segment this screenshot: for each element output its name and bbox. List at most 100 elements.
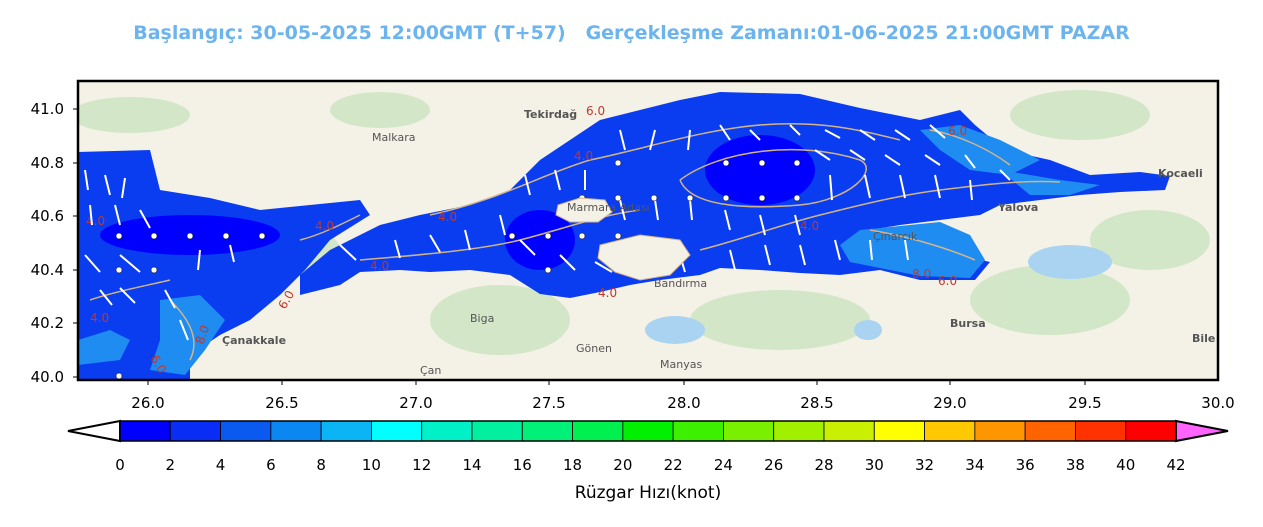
map-frame [76,79,1220,382]
colorbar-tick-label: 24 [714,456,733,474]
colorbar: 0 2 4 6 8 10 12 14 16 18 20 22 24 26 28 30 32 34 36 38 40 42 … [67,419,1229,503]
y-tick-label: 40.4 [31,261,64,279]
y-tick-label: 40.0 [31,368,64,386]
colorbar-tick-label: 42 [1166,456,1185,474]
colorbar-tick-label: 14 [462,456,481,474]
colorbar-tick-label: 30 [865,456,884,474]
colorbar-tick-label: 36 [1016,456,1035,474]
colorbar-tick-label: 32 [915,456,934,474]
place-label: Yalova [997,201,1038,214]
place-label: Bandırma [654,277,707,290]
contour-label: 4.0 [90,311,109,325]
x-tick-label: 29.5 [1068,394,1101,412]
place-label: Gönen [576,342,612,355]
x-tick-label: 26.5 [265,394,298,412]
colorbar-tick-label: 18 [563,456,582,474]
colorbar-over-triangle [1175,419,1229,443]
kapidag-peninsula [597,234,691,281]
y-tick-label: 41.0 [31,100,64,118]
map-panel: 6.0 4.0 4.0 4.0 4.0 6.0 6.0 4.0 8.0 6.0 … [78,81,1218,380]
colorbar-segment [521,420,573,442]
colorbar-tick-label: 26 [764,456,783,474]
colorbar-segment [1024,420,1076,442]
x-tick-label: 26.0 [131,394,164,412]
colorbar-segment [723,420,775,442]
y-axis-labels: 41.0 40.8 40.6 40.4 40.2 40.0 [31,100,64,386]
x-tick-label: 27.5 [532,394,565,412]
colorbar-tick-label: 0 [115,456,125,474]
colorbar-segment [371,420,423,442]
contour-label: 6.0 [948,124,967,138]
x-tick-label: 28.0 [667,394,700,412]
marmara-island [555,197,613,223]
place-label: Biga [470,312,494,325]
colorbar-segment [873,420,925,442]
place-label: Çınarcık [873,230,918,243]
colorbar-segment [1125,420,1177,442]
wind-barbs [84,124,1011,341]
colorbar-tick-label: 28 [814,456,833,474]
contour-label: 4.0 [315,219,334,233]
place-label: Çan [420,364,441,377]
colorbar-segment [924,420,976,442]
x-tick-label: 27.0 [399,394,432,412]
deep-sea-core [100,135,815,270]
x-axis-labels: 26.0 26.5 27.0 27.5 28.0 28.5 29.0 29.5 … [131,394,1234,412]
contour-label: 8.0 [193,323,213,346]
colorbar-segment [471,420,523,442]
contour-label: 4.0 [800,219,819,233]
colorbar-segment [119,420,171,442]
contour-label: 4.0 [598,286,617,300]
contour-label: 8.0 [912,267,931,281]
colorbar-tick-label: 8 [316,456,326,474]
place-label: Bursa [950,317,986,330]
place-labels: Tekirdağ Malkara Çanakkale Biga Bandırma… [222,108,1215,377]
colorbar-segment [1075,420,1127,442]
colorbar-segment [672,420,724,442]
colorbar-tick-label: 2 [166,456,176,474]
place-label: Manyas [660,358,702,371]
colorbar-segment [169,420,221,442]
colorbar-tick-label: 38 [1066,456,1085,474]
colorbar-tick-label: 22 [664,456,683,474]
colorbar-frame [119,420,1177,442]
map-title: Başlangıç: 30-05-2025 12:00GMT (T+57) Ge… [0,22,1263,44]
y-tick-label: 40.2 [31,314,64,332]
contour-label: 4.0 [574,149,593,163]
calm-markers [115,159,801,380]
lakes [645,245,1112,344]
colorbar-segment [421,420,473,442]
place-label: Marmara Adası [567,201,650,214]
colorbar-tick-label: 16 [513,456,532,474]
y-tick-label: 40.8 [31,154,64,172]
x-tick-label: 28.5 [800,394,833,412]
colorbar-segment [572,420,624,442]
colorbar-tick-label: 20 [613,456,632,474]
place-label: Malkara [372,131,415,144]
place-label: Tekirdağ [524,108,577,121]
place-label: Bile [1192,332,1215,345]
axis-ticks [73,108,1086,385]
colorbar-segment [622,420,674,442]
contour-label: 4.0 [370,259,389,273]
x-tick-label: 30.0 [1201,394,1234,412]
colorbar-segment [773,420,825,442]
colorbar-segment [270,420,322,442]
contour-label: 4.0 [438,210,457,224]
contour-label: 4.0 [86,214,105,228]
place-label: Kocaeli [1158,167,1203,180]
forecast-start-text: Başlangıç: 30-05-2025 12:00GMT (T+57) [133,22,566,44]
colorbar-segment [220,420,272,442]
place-label: Çanakkale [222,334,286,347]
y-tick-label: 40.6 [31,207,64,225]
colorbar-tick-label: 6 [266,456,276,474]
colorbar-tick-label: 4 [216,456,226,474]
colorbar-segment [974,420,1026,442]
colorbar-tick-label: 40 [1116,456,1135,474]
contour-label: 6.0 [586,104,605,118]
valid-time-text: Gerçekleşme Zamanı:01-06-2025 21:00GMT P… [585,22,1130,44]
colorbar-title: Rüzgar Hızı(knot) [575,483,721,503]
colorbar-segment [320,420,372,442]
colorbar-segment [823,420,875,442]
colorbar-tick-label: 10 [362,456,381,474]
